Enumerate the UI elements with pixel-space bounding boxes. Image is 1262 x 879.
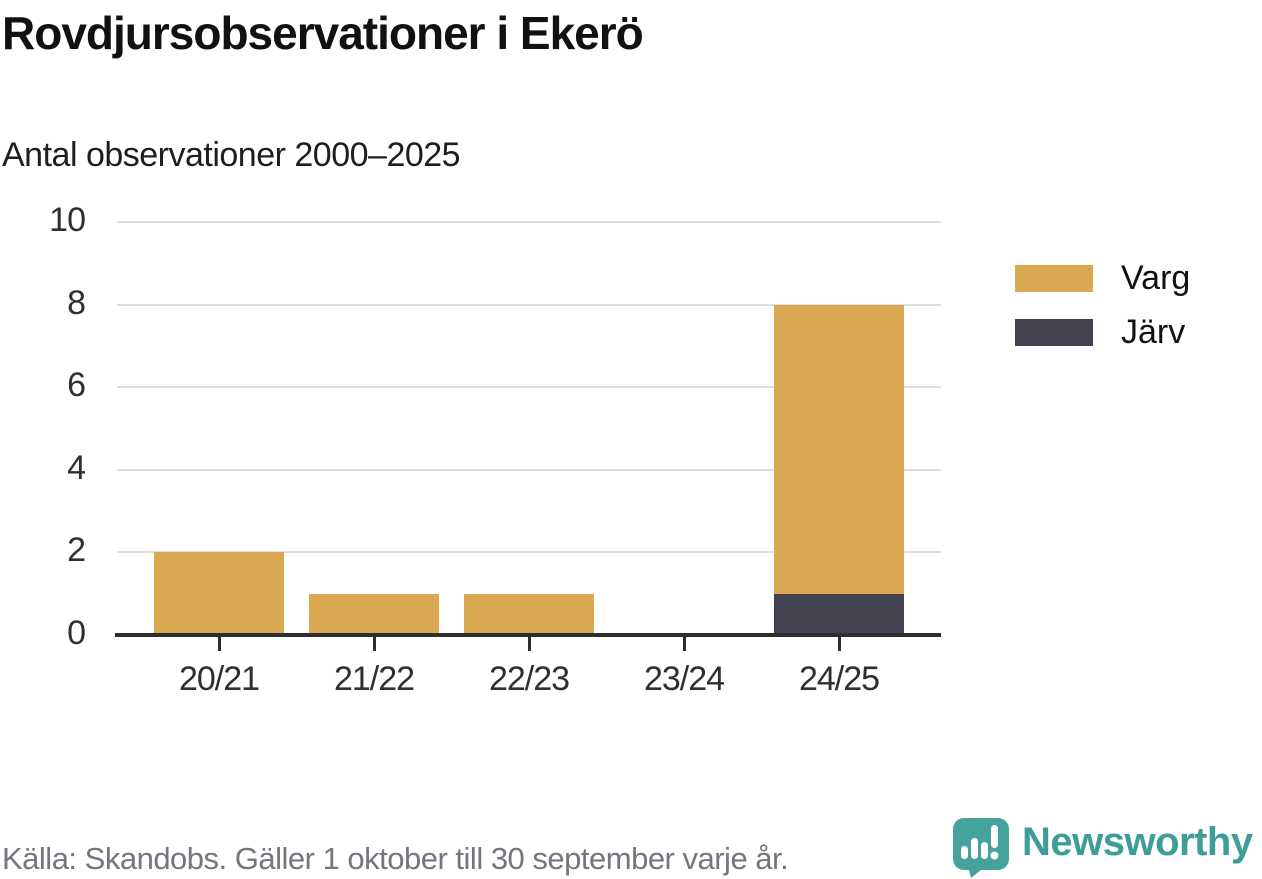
y-tick-label-0: 0	[67, 614, 86, 652]
x-tick-23/24	[682, 637, 686, 651]
x-tick-20/21	[217, 637, 221, 651]
x-tick-24/25	[837, 637, 841, 651]
x-tick-label-21/22: 21/22	[333, 660, 415, 698]
x-tick-label-24/25: 24/25	[798, 660, 880, 698]
logo-bar-1	[961, 846, 968, 859]
newsworthy-logo: Newsworthy	[950, 812, 1253, 878]
newsworthy-wordmark: Newsworthy	[1022, 820, 1253, 864]
y-tick-label-10: 10	[49, 201, 86, 239]
bar-21/22-Varg	[309, 593, 439, 635]
legend-swatch-Varg	[1015, 264, 1093, 292]
bar-20/21-Varg	[154, 552, 284, 635]
legend: Varg Järv	[1015, 258, 1190, 366]
gridline-y-6	[117, 386, 941, 389]
x-tick-label-20/21: 20/21	[178, 660, 260, 698]
y-tick-label-4: 4	[67, 448, 86, 487]
x-tick-label-23/24: 23/24	[643, 660, 725, 698]
legend-label-Järv: Järv	[1121, 312, 1186, 351]
chart-subtitle: Antal observationer 2000–2025	[2, 136, 461, 174]
source-note: Källa: Skandobs. Gäller 1 oktober till 3…	[2, 841, 789, 876]
y-tick-label-2: 2	[67, 531, 86, 570]
bar-24/25-Varg	[774, 304, 904, 594]
gridline-y-8	[117, 303, 941, 306]
gridline-y-4	[117, 468, 941, 471]
legend-label-Varg: Varg	[1121, 258, 1191, 297]
x-tick-22/23	[527, 637, 531, 651]
logo-exclamation-stroke	[991, 825, 998, 848]
chart-title: Rovdjursobservationer i Ekerö	[2, 7, 644, 59]
x-axis-line	[115, 633, 941, 637]
logo-bar-3	[981, 842, 988, 859]
logo-exclamation-dot	[990, 851, 999, 860]
y-tick-label-6: 6	[67, 366, 86, 405]
y-tick-label-8: 8	[67, 283, 86, 322]
newsworthy-logo-icon	[953, 818, 1009, 878]
bar-24/25-Järv	[774, 593, 904, 635]
x-tick-label-22/23: 22/23	[488, 660, 570, 698]
gridline-y-2	[117, 551, 941, 554]
logo-bar-2	[971, 838, 978, 859]
legend-swatch-Järv	[1015, 318, 1093, 346]
legend-item-Järv: Järv	[1015, 312, 1190, 352]
bar-22/23-Varg	[464, 593, 594, 635]
x-tick-21/22	[372, 637, 376, 651]
legend-item-Varg: Varg	[1015, 258, 1190, 298]
gridline-y-10	[117, 221, 941, 223]
